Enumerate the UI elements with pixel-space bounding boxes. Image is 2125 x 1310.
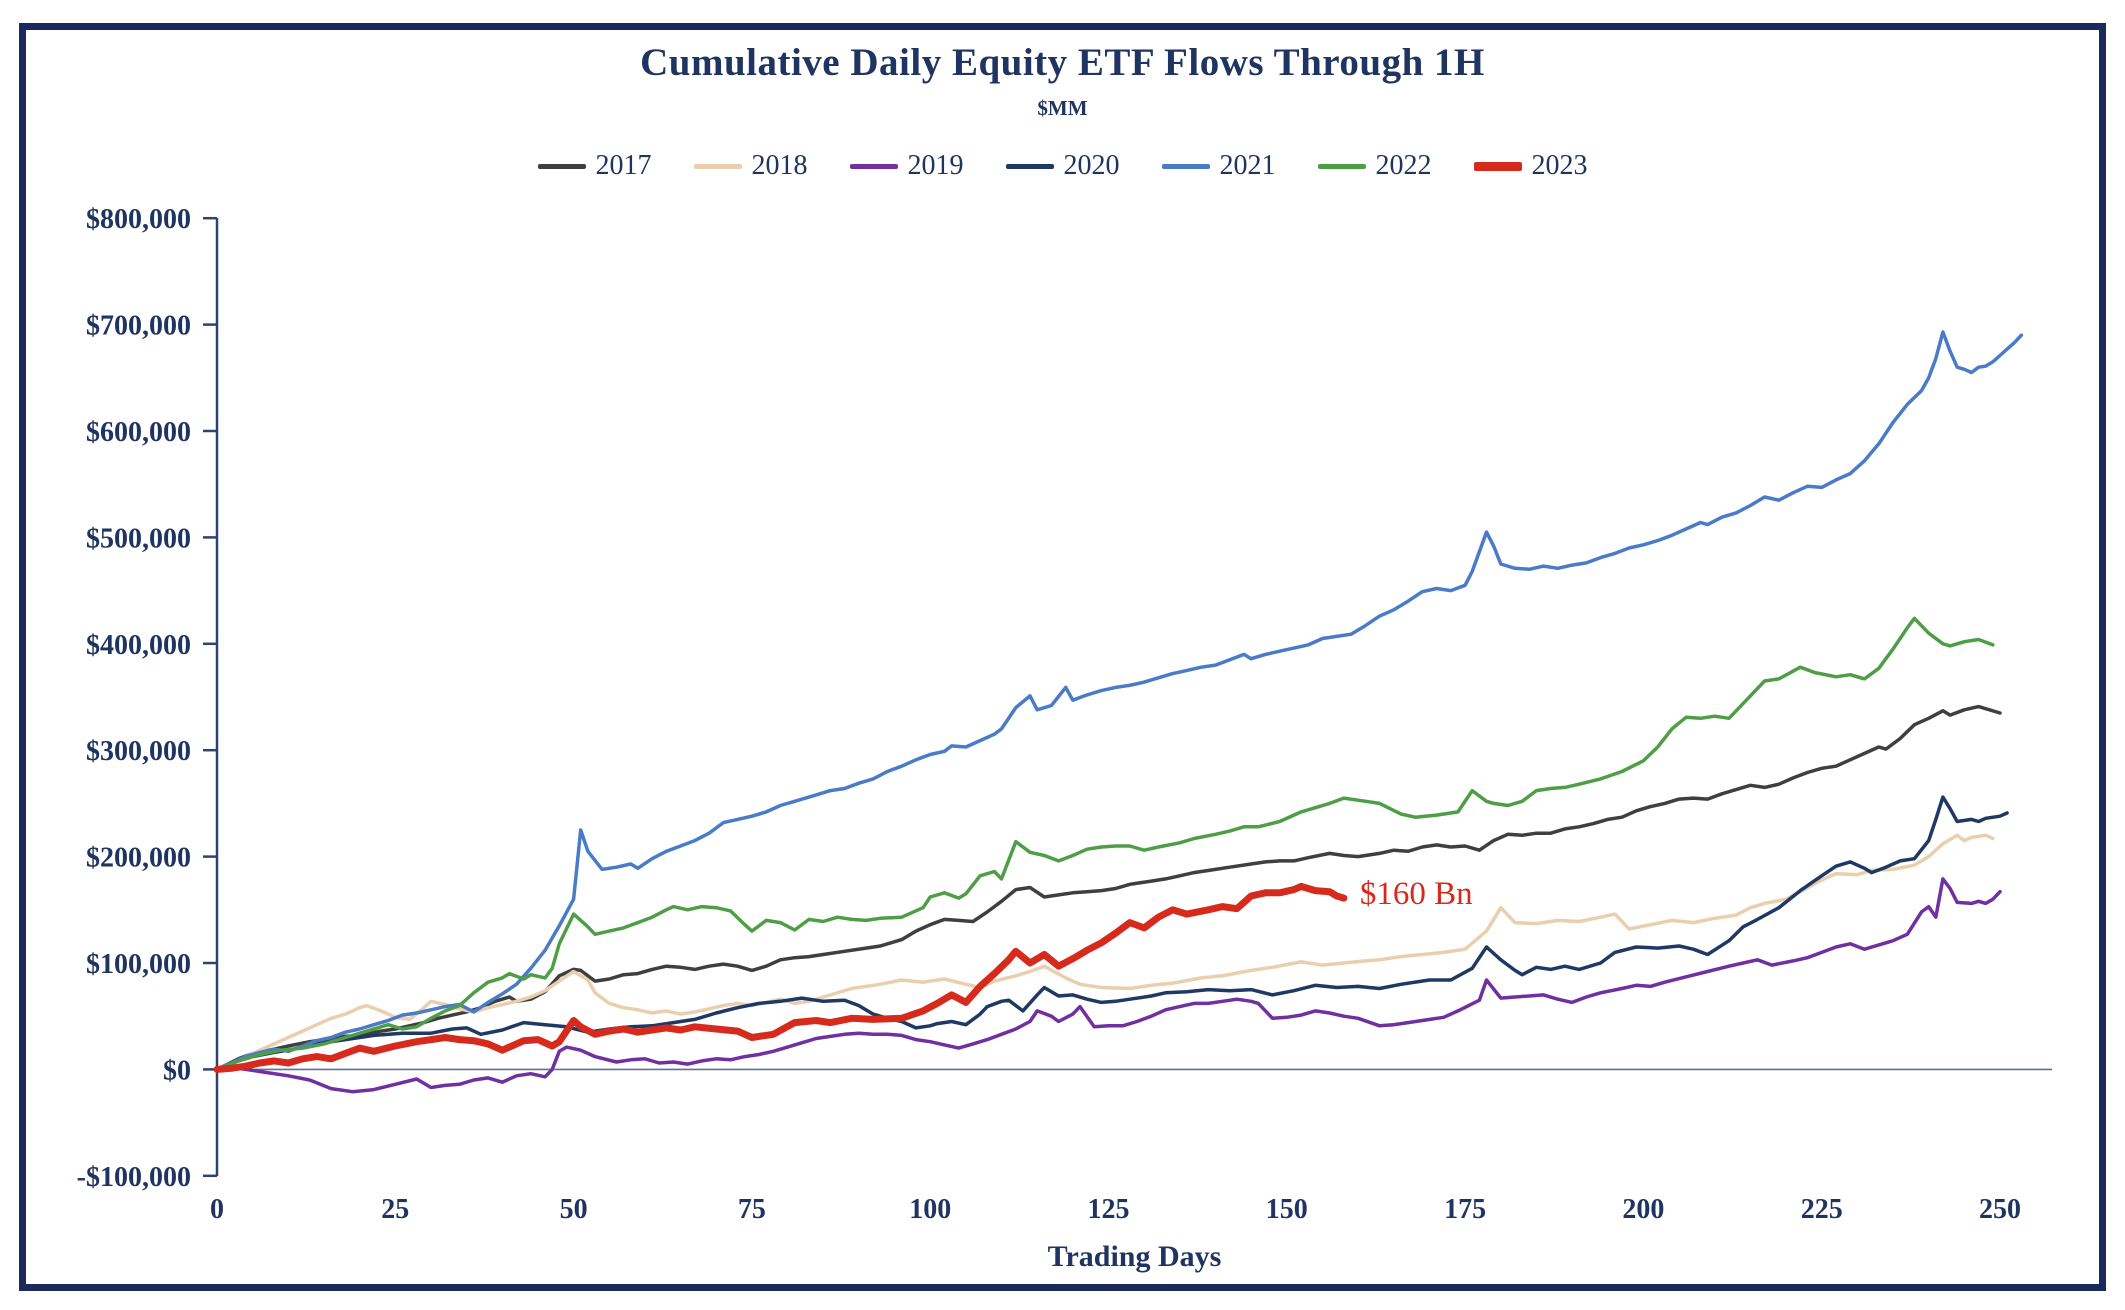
y-tick-label: $200,000 [86, 843, 191, 874]
legend-label-2022: 2022 [1375, 150, 1432, 181]
legend-label-2021: 2021 [1219, 150, 1276, 181]
y-tick-label: $300,000 [86, 736, 191, 767]
y-tick-label: $100,000 [86, 949, 191, 980]
series-line-2022 [215, 616, 1995, 1072]
legend-swatch-2019 [849, 163, 898, 169]
legend-item-2023: 2023 [1473, 150, 1588, 182]
y-tick-label: $800,000 [86, 204, 191, 235]
legend-label-2023: 2023 [1531, 150, 1588, 181]
series-line-2019 [215, 877, 2002, 1094]
x-tick-label: 125 [1088, 1194, 1130, 1225]
legend-item-2021: 2021 [1161, 150, 1276, 182]
x-tick-label: 200 [1622, 1194, 1664, 1225]
legend-swatch-2021 [1161, 163, 1210, 169]
legend-swatch-2017 [537, 163, 586, 169]
chart-subtitle: $MM [1037, 96, 1088, 120]
legend-label-2017: 2017 [595, 150, 652, 181]
x-tick-label: 25 [381, 1194, 409, 1225]
y-tick-label: -$100,000 [77, 1162, 191, 1193]
legend-swatch-2023 [1473, 161, 1522, 171]
legend-label-2019: 2019 [907, 150, 964, 181]
chart-frame [19, 23, 2106, 1291]
x-tick-label: 75 [738, 1194, 766, 1225]
legend-item-2022: 2022 [1317, 150, 1432, 182]
legend-swatch-2022 [1317, 163, 1366, 169]
legend-swatch-2020 [1005, 163, 1054, 169]
y-tick-label: $400,000 [86, 630, 191, 661]
chart-title: Cumulative Daily Equity ETF Flows Throug… [640, 41, 1485, 84]
series-line-2023 [213, 882, 1348, 1073]
value-annotation-160bn: $160 Bn [1359, 876, 1473, 913]
chart-legend: 2017 2018 2019 2020 2021 2022 2023 [0, 150, 2125, 182]
x-axis-title: Trading Days [1047, 1240, 1222, 1273]
x-tick-label: 150 [1266, 1194, 1308, 1225]
x-tick-label: 175 [1444, 1194, 1486, 1225]
x-tick-label: 0 [210, 1194, 224, 1225]
legend-item-2019: 2019 [849, 150, 964, 182]
legend-swatch-2018 [693, 163, 742, 169]
legend-item-2020: 2020 [1005, 150, 1120, 182]
legend-item-2018: 2018 [693, 150, 808, 182]
legend-label-2020: 2020 [1063, 150, 1120, 181]
legend-item-2017: 2017 [537, 150, 652, 182]
y-tick-label: $600,000 [86, 417, 191, 448]
x-tick-label: 250 [1979, 1194, 2021, 1225]
legend-label-2018: 2018 [751, 150, 808, 181]
x-tick-label: 50 [560, 1194, 588, 1225]
series-line-2017 [215, 704, 2002, 1072]
x-tick-label: 225 [1801, 1194, 1843, 1225]
series-line-2021 [215, 330, 2024, 1072]
y-tick-label: $500,000 [86, 523, 191, 554]
y-tick-label: $700,000 [86, 311, 191, 342]
x-tick-label: 100 [909, 1194, 951, 1225]
y-tick-label: $0 [163, 1055, 191, 1086]
